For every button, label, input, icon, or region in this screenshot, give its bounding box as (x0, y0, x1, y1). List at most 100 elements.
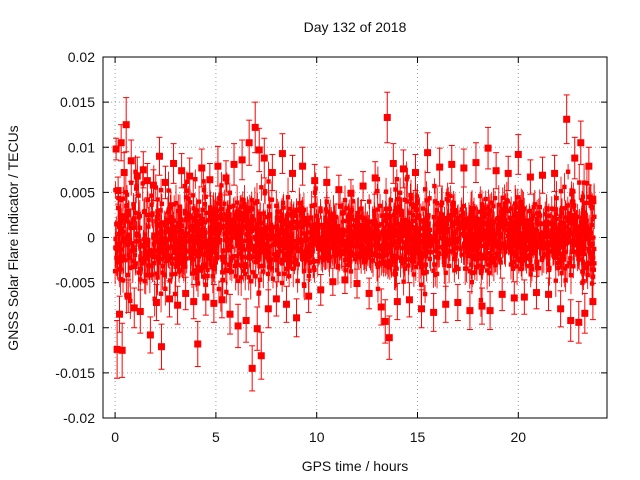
noise-marker (427, 196, 432, 201)
noise-marker (518, 241, 524, 247)
noise-marker (119, 247, 125, 252)
noise-marker (335, 265, 341, 270)
noise-marker (194, 212, 199, 218)
noise-marker (218, 212, 224, 217)
noise-marker (295, 262, 301, 267)
noise-marker (115, 205, 121, 211)
noise-marker (470, 215, 475, 221)
noise-marker (528, 272, 533, 277)
noise-marker (454, 240, 460, 245)
noise-marker (381, 225, 386, 230)
noise-marker (481, 214, 487, 220)
data-point (161, 178, 169, 186)
noise-marker (412, 246, 417, 252)
noise-marker (399, 258, 404, 263)
data-point (174, 301, 182, 309)
noise-marker (132, 247, 138, 253)
noise-marker (389, 226, 394, 232)
noise-marker (522, 206, 527, 212)
noise-marker (229, 244, 234, 249)
noise-marker (255, 229, 260, 234)
noise-marker (393, 187, 398, 192)
noise-marker (393, 211, 398, 216)
noise-marker (220, 257, 225, 262)
noise-marker (158, 208, 163, 213)
noise-marker (323, 207, 328, 212)
noise-marker (417, 251, 422, 257)
noise-marker (240, 245, 245, 251)
noise-marker (254, 199, 260, 205)
noise-marker (344, 238, 349, 244)
noise-marker (490, 219, 495, 224)
noise-marker (348, 238, 354, 244)
noise-marker (131, 217, 136, 222)
noise-marker (512, 201, 518, 206)
data-point (112, 145, 120, 153)
noise-marker (238, 275, 244, 280)
noise-marker (166, 237, 172, 242)
noise-marker (259, 230, 264, 236)
noise-marker (488, 233, 493, 239)
noise-marker (539, 239, 544, 244)
noise-marker (144, 212, 149, 218)
noise-marker (113, 245, 118, 250)
noise-marker (195, 248, 200, 254)
noise-marker (125, 242, 131, 248)
noise-marker (158, 187, 164, 193)
noise-marker (224, 239, 230, 245)
noise-marker (529, 216, 535, 222)
noise-marker (170, 216, 175, 221)
noise-marker (217, 237, 223, 243)
noise-marker (227, 204, 233, 210)
noise-marker (372, 218, 378, 223)
noise-marker (208, 213, 214, 218)
noise-marker (307, 242, 313, 247)
noise-marker (386, 265, 391, 270)
noise-marker (300, 211, 305, 216)
noise-marker (289, 249, 294, 254)
noise-marker (130, 258, 136, 264)
noise-marker (501, 241, 506, 247)
noise-marker (161, 251, 166, 256)
noise-marker (512, 231, 517, 236)
noise-marker (400, 245, 405, 251)
noise-marker (358, 248, 364, 254)
noise-marker (507, 232, 512, 238)
noise-marker (426, 236, 431, 241)
noise-marker (497, 217, 503, 222)
noise-marker (437, 220, 442, 225)
noise-marker (261, 211, 266, 216)
noise-marker (191, 248, 196, 253)
noise-marker (480, 205, 486, 210)
noise-marker (210, 274, 216, 279)
noise-marker (168, 202, 174, 207)
noise-marker (408, 192, 413, 198)
noise-marker (415, 238, 421, 244)
noise-marker (506, 237, 511, 242)
noise-marker (484, 228, 490, 233)
noise-marker (285, 244, 291, 250)
noise-marker (331, 211, 336, 216)
noise-marker (219, 217, 225, 222)
noise-marker (286, 224, 291, 229)
noise-marker (495, 216, 500, 221)
noise-marker (567, 260, 572, 266)
noise-marker (354, 243, 359, 249)
noise-marker (203, 194, 208, 199)
noise-marker (546, 249, 551, 254)
noise-marker (476, 263, 482, 268)
noise-marker (432, 199, 438, 204)
noise-marker (515, 225, 520, 230)
noise-marker (404, 237, 409, 243)
noise-marker (243, 262, 248, 267)
noise-marker (138, 266, 143, 272)
noise-marker (241, 212, 246, 218)
noise-marker (186, 196, 191, 201)
noise-marker (434, 221, 440, 226)
noise-marker (327, 254, 333, 260)
noise-marker (250, 246, 255, 252)
noise-marker (169, 244, 174, 249)
noise-marker (432, 233, 438, 238)
data-point (214, 162, 222, 170)
